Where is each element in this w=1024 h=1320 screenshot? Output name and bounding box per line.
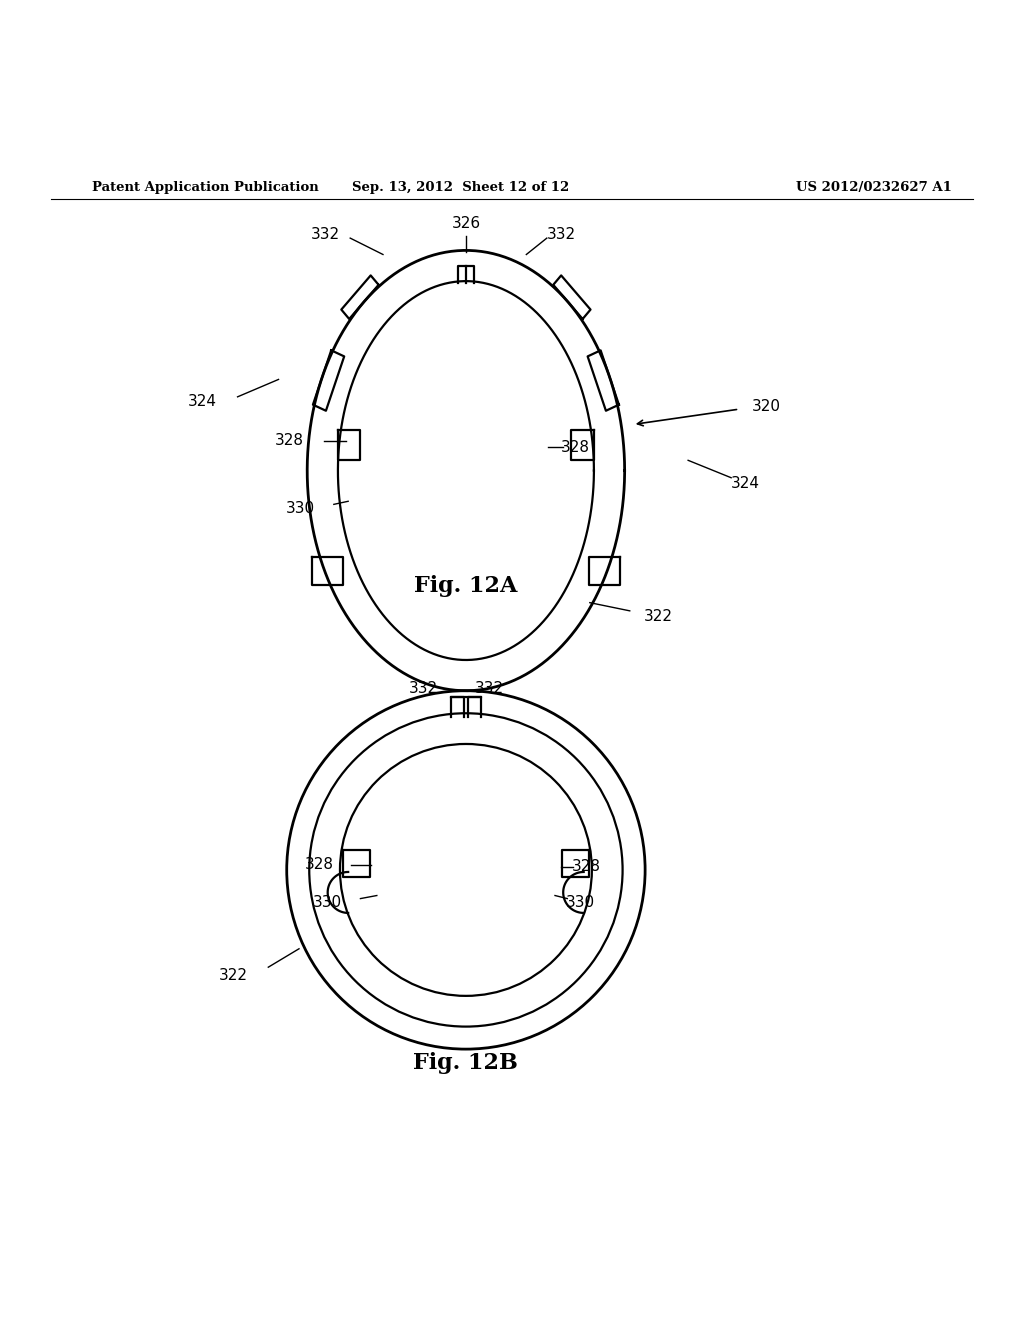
Text: 328: 328 [561,440,590,454]
Text: 328: 328 [305,857,334,873]
Text: 332: 332 [475,681,504,696]
Text: 324: 324 [188,395,217,409]
Text: 326: 326 [452,216,480,231]
Text: 332: 332 [409,681,437,696]
Text: 330: 330 [286,502,314,516]
Text: Fig. 12A: Fig. 12A [415,576,517,597]
Text: Fig. 12B: Fig. 12B [414,1052,518,1074]
Text: 332: 332 [311,227,340,242]
Text: 324: 324 [731,477,760,491]
Text: 332: 332 [547,227,575,242]
Text: 330: 330 [313,895,342,911]
Text: 322: 322 [219,968,248,983]
Text: 328: 328 [572,859,601,874]
Text: 320: 320 [752,399,780,413]
Text: Patent Application Publication: Patent Application Publication [92,181,318,194]
Text: 330: 330 [566,895,595,911]
Text: 328: 328 [275,433,304,449]
Text: Sep. 13, 2012  Sheet 12 of 12: Sep. 13, 2012 Sheet 12 of 12 [352,181,569,194]
Text: 322: 322 [644,610,673,624]
Text: US 2012/0232627 A1: US 2012/0232627 A1 [797,181,952,194]
